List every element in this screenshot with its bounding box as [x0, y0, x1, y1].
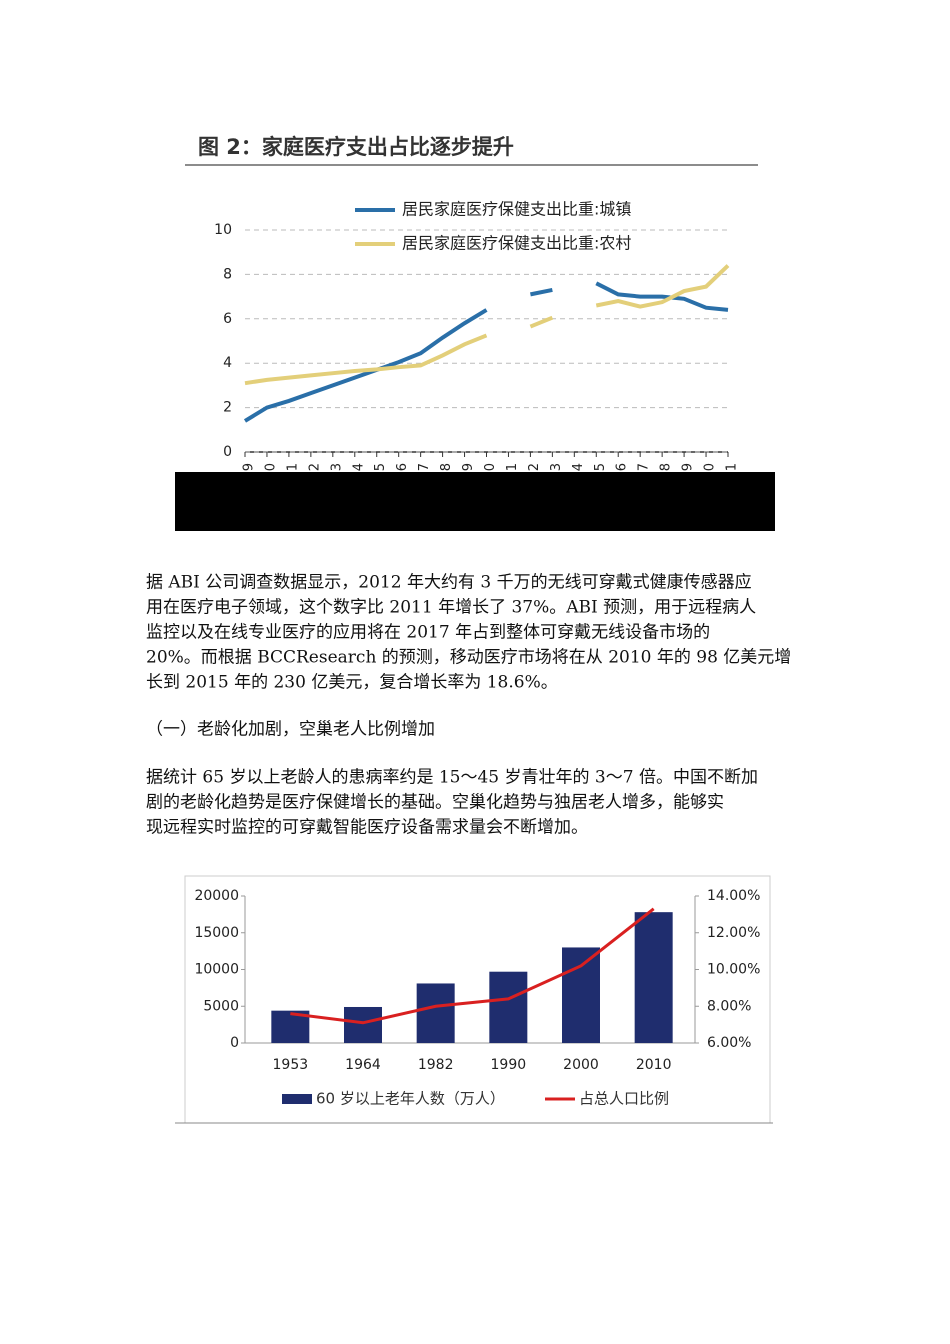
y2-tick-label: 6.00% [707, 1035, 751, 1051]
legend-label: 居民家庭医疗保健支出比重:城镇 [402, 200, 631, 219]
paragraph-line: 现远程实时监控的可穿戴智能医疗设备需求量会不断增加。 [146, 818, 588, 838]
y-tick-label: 10 [214, 222, 232, 238]
y-tick-label: 6 [223, 311, 232, 327]
y-tick-label: 0 [223, 444, 232, 460]
document-text: 据 ABI 公司调查数据显示，2012 年大约有 3 千万的无线可穿戴式健康传感… [146, 573, 791, 838]
bar [562, 947, 600, 1043]
x-tick-label: 1953 [273, 1057, 309, 1073]
legend-label: 60 岁以上老年人数（万人） [316, 1090, 505, 1108]
x-tick-label: 2000 [563, 1057, 599, 1073]
redaction-box [175, 472, 775, 531]
x-tick-label: 1990 [491, 1057, 527, 1073]
paragraph-line: 据 ABI 公司调查数据显示，2012 年大约有 3 千万的无线可穿戴式健康传感… [146, 573, 752, 593]
legend-label: 占总人口比例 [579, 1090, 669, 1108]
y2-tick-label: 10.00% [707, 962, 760, 978]
paragraph-line: 长到 2015 年的 230 亿美元，复合增长率为 18.6%。 [146, 673, 558, 693]
x-tick-label: 1964 [345, 1057, 381, 1073]
y-tick-label: 10000 [194, 962, 239, 978]
x-tick-label: 1982 [418, 1057, 454, 1073]
line-series [244, 264, 730, 386]
y-tick-label: 4 [223, 355, 232, 371]
y-tick-label: 2 [223, 400, 232, 416]
paragraph-line: 剧的老龄化趋势是医疗保健增长的基础。空巢化趋势与独居老人增多，能够实 [146, 793, 724, 813]
paragraph-line: 监控以及在线专业医疗的应用将在 2017 年占到整体可穿戴无线设备市场的 [146, 623, 710, 643]
legend-swatch [282, 1094, 312, 1104]
line-series [243, 281, 729, 423]
bar [634, 912, 673, 1043]
x-tick-label: 2010 [636, 1057, 672, 1073]
bar [489, 971, 528, 1043]
paragraph-line: 据统计 65 岁以上老龄人的患病率约是 15～45 岁青壮年的 3～7 倍。中国… [146, 768, 758, 788]
bar [344, 1006, 382, 1043]
y-tick-label: 15000 [194, 925, 239, 941]
section-heading: （一）老龄化加剧，空巢老人比例增加 [146, 720, 435, 740]
y2-tick-label: 8.00% [707, 998, 751, 1014]
chart-title: 图 2：家庭医疗支出占比逐步提升 [198, 135, 514, 159]
paragraph-line: 用在医疗电子领域，这个数字比 2011 年增长了 37%。ABI 预测，用于远程… [146, 598, 756, 618]
bar [416, 983, 455, 1043]
chart-2: 0 5000 10000 15000 20000 6.00% 8.00% 10.00% 12.0… [194, 888, 760, 1108]
line-series [290, 907, 655, 1025]
paragraph-line: 20%。而根据 BCCResearch 的预测，移动医疗市场将在从 2010 年… [146, 648, 791, 668]
y2-tick-label: 14.00% [707, 888, 760, 904]
y2-tick-label: 12.00% [707, 925, 760, 941]
y-tick-label: 20000 [194, 888, 239, 904]
y-tick-label: 5000 [203, 998, 239, 1014]
y-tick-label: 8 [223, 266, 232, 282]
y-tick-label: 0 [230, 1035, 239, 1051]
legend-label: 居民家庭医疗保健支出比重:农村 [402, 234, 631, 253]
